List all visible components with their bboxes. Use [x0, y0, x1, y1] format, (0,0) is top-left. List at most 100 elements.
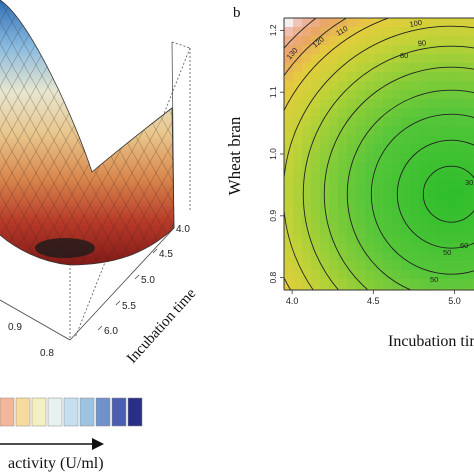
heatmap-cell	[302, 108, 312, 118]
heatmap-cell	[329, 90, 339, 100]
heatmap-cell	[356, 36, 366, 46]
heatmap-cell	[446, 144, 456, 154]
heatmap-cell	[464, 225, 474, 235]
heatmap-x-tick-label: 5.0	[448, 296, 461, 306]
heatmap-cell	[401, 45, 411, 55]
heatmap-cell	[383, 171, 393, 181]
heatmap-cell	[446, 153, 456, 163]
heatmap-cell	[374, 63, 384, 73]
heatmap-cell	[365, 198, 375, 208]
heatmap-cell	[410, 126, 420, 136]
mesh-line	[0, 0, 151, 265]
heatmap-cell	[401, 18, 411, 28]
heatmap-cell	[320, 162, 330, 172]
mesh-line	[0, 0, 31, 265]
heatmap-cell	[356, 270, 366, 280]
heatmap-cell	[320, 225, 330, 235]
heatmap-cell	[401, 54, 411, 64]
heatmap-cell	[365, 63, 375, 73]
heatmap-cell	[338, 234, 348, 244]
heatmap-cell	[392, 54, 402, 64]
heatmap-cell	[356, 198, 366, 208]
mesh-line	[0, 0, 43, 265]
heatmap-cell	[365, 225, 375, 235]
heatmap-cell	[419, 18, 429, 28]
heatmap-cell	[410, 99, 420, 109]
heatmap-cell	[338, 171, 348, 181]
heatmap-cell	[302, 162, 312, 172]
heatmap-cell	[437, 27, 447, 37]
contour-label: 30	[465, 178, 473, 187]
heatmap-cell	[311, 63, 321, 73]
legend-swatch	[31, 397, 47, 427]
heatmap-cell	[428, 153, 438, 163]
heatmap-cell	[338, 45, 348, 55]
heatmap-cell	[329, 234, 339, 244]
heatmap-cell	[329, 243, 339, 253]
heatmap-cell	[284, 36, 294, 46]
heatmap-cell	[428, 189, 438, 199]
heatmap-cell	[365, 243, 375, 253]
heatmap-cell	[419, 243, 429, 253]
heatmap-cell	[365, 90, 375, 100]
heatmap-cell	[302, 234, 312, 244]
mesh-line	[0, 0, 55, 265]
heatmap-cell	[374, 180, 384, 190]
heatmap-cell	[383, 126, 393, 136]
heatmap-cell	[383, 90, 393, 100]
heatmap-cell	[455, 153, 465, 163]
heatmap-cell	[392, 162, 402, 172]
heatmap-cell	[419, 180, 429, 190]
heatmap-cell	[365, 81, 375, 91]
heatmap-cell	[374, 225, 384, 235]
heatmap-cell	[437, 225, 447, 235]
heatmap-cell	[365, 207, 375, 217]
heatmap-cell	[365, 54, 375, 64]
heatmap-cell	[374, 279, 384, 289]
heatmap-y-tick: 1.2	[268, 24, 284, 36]
heatmap-cell	[392, 225, 402, 235]
heatmap-cell	[311, 198, 321, 208]
heatmap-cell	[302, 216, 312, 226]
contour-label: 50	[443, 248, 451, 257]
mesh-line	[0, 0, 37, 265]
heatmap-cell	[284, 90, 294, 100]
heatmap-cell	[401, 198, 411, 208]
heatmap-cell	[464, 189, 474, 199]
heatmap-cell	[410, 162, 420, 172]
heatmap-cell	[302, 252, 312, 262]
heatmap-cell	[437, 36, 447, 46]
heatmap-cell	[410, 81, 420, 91]
heatmap-y-ticks: 0.8 0.9 1.0 1.1 1.2	[268, 24, 284, 284]
heatmap-cell	[446, 45, 456, 55]
heatmap-cell	[374, 18, 384, 28]
heatmap-cell	[347, 216, 357, 226]
heatmap-cell	[293, 279, 303, 289]
heatmap-cell	[311, 225, 321, 235]
heatmap-cell	[293, 162, 303, 172]
heatmap-cell	[356, 117, 366, 127]
heatmap-x-tick-label: 4.5	[367, 296, 380, 306]
heatmap-cell	[365, 153, 375, 163]
heatmap-cell	[311, 99, 321, 109]
heatmap-cell	[293, 144, 303, 154]
heatmap-cell	[428, 18, 438, 28]
heatmap-cell	[284, 288, 294, 290]
heatmap-cell	[365, 72, 375, 82]
heatmap-cell	[419, 153, 429, 163]
heatmap-cell	[446, 18, 456, 28]
heatmap-cell	[347, 81, 357, 91]
heatmap-cell	[392, 261, 402, 271]
heatmap-cell	[374, 90, 384, 100]
heatmap-cell	[338, 225, 348, 235]
heatmap-cell	[320, 90, 330, 100]
heatmap-cell	[410, 18, 420, 28]
heatmap-cell	[455, 171, 465, 181]
heatmap-cell	[284, 54, 294, 64]
heatmap-cell	[311, 144, 321, 154]
heatmap-cell	[347, 180, 357, 190]
heatmap-cell	[320, 72, 330, 82]
heatmap-cell	[347, 189, 357, 199]
heatmap-cell	[329, 117, 339, 127]
